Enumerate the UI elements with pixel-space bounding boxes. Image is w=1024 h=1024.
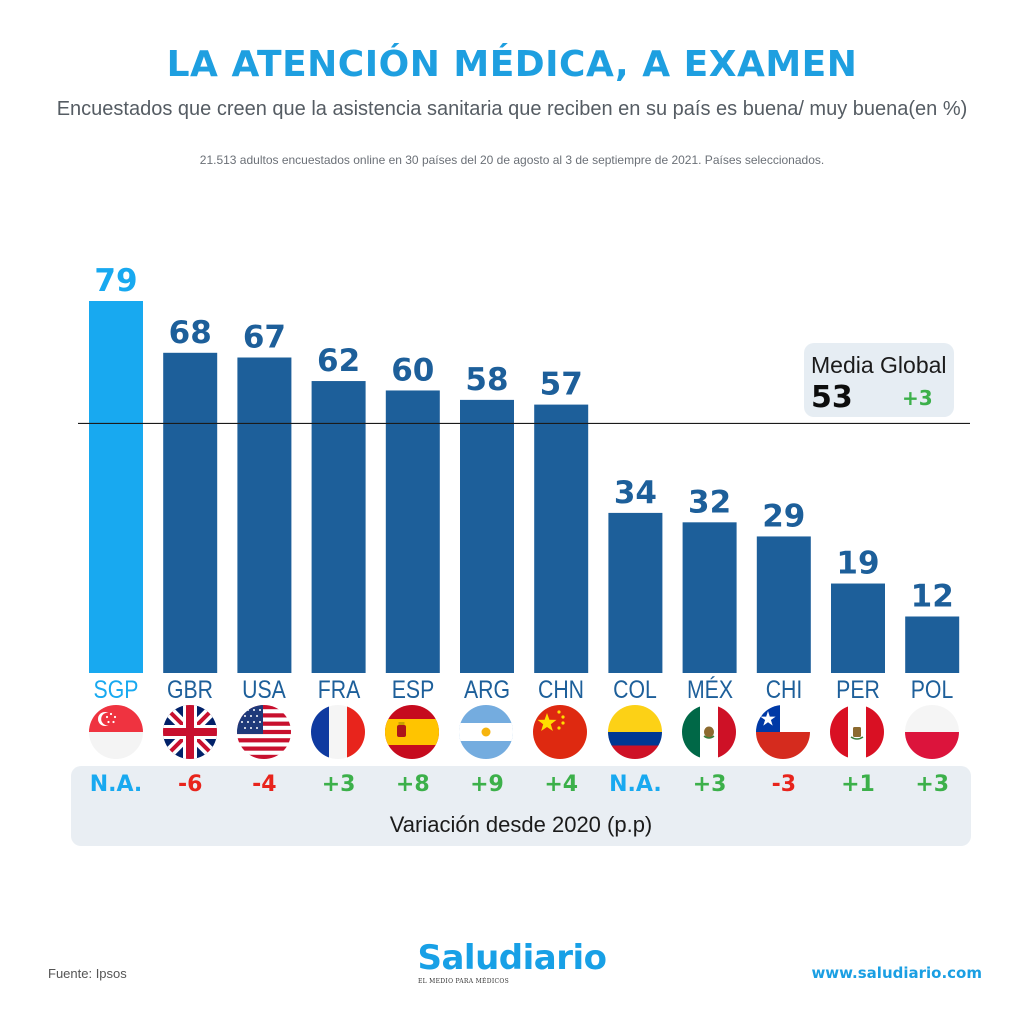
page-title: LA ATENCIÓN MÉDICA, A EXAMEN <box>166 44 858 85</box>
bar-PER <box>831 583 885 673</box>
category-label-MÉX: MÉX <box>686 676 733 704</box>
bar-CHN <box>534 404 589 673</box>
survey-note: 21.513 adultos encuestados online en 30 … <box>199 153 825 167</box>
value-label-FRA: 62 <box>317 343 360 379</box>
variation-value-POL: +3 <box>915 772 950 797</box>
value-label-ESP: 60 <box>391 352 434 388</box>
category-label-SGP: SGP <box>93 676 139 704</box>
poland-flag-icon <box>905 705 959 759</box>
media-global-value: 53 <box>811 380 853 415</box>
bar-COL <box>608 512 663 673</box>
category-label-PER: PER <box>836 676 880 704</box>
bar-CHI <box>756 536 811 673</box>
bar-ARG <box>460 399 514 673</box>
uk-flag-icon <box>163 705 217 759</box>
category-label-CHN: CHN <box>538 676 585 704</box>
peru-flag-icon <box>830 705 884 759</box>
value-label-COL: 34 <box>614 475 657 511</box>
variation-value-ARG: +9 <box>470 772 504 797</box>
category-label-GBR: GBR <box>167 676 214 704</box>
variation-value-CHI: -3 <box>771 772 797 797</box>
bar-USA <box>237 357 292 673</box>
argentina-flag-icon <box>459 705 513 759</box>
source-note: Fuente: Ipsos <box>48 966 127 981</box>
bar-ESP <box>385 390 440 673</box>
value-label-USA: 67 <box>243 320 286 356</box>
variation-value-PER: +1 <box>841 772 875 797</box>
category-label-POL: POL <box>910 676 954 704</box>
variation-value-ESP: +8 <box>395 772 430 797</box>
brand-tagline: EL MEDIO PARA MÉDICOS <box>418 978 510 985</box>
usa-flag-icon <box>237 705 291 759</box>
variation-value-CHN: +4 <box>544 772 579 797</box>
chile-flag-icon <box>756 705 810 759</box>
value-label-GBR: 68 <box>169 315 212 351</box>
bar-SGP <box>89 301 143 673</box>
category-label-ARG: ARG <box>463 676 511 704</box>
category-label-COL: COL <box>613 676 658 704</box>
bar-FRA <box>311 381 366 673</box>
variation-panel <box>71 766 971 846</box>
spain-flag-icon <box>385 705 439 759</box>
value-label-MÉX: 32 <box>688 484 731 520</box>
brand-logo: Saludiario <box>417 938 607 978</box>
media-global-box <box>804 343 954 417</box>
category-label-FRA: FRA <box>317 676 360 704</box>
variation-value-FRA: +3 <box>321 772 356 797</box>
france-flag-icon <box>311 705 365 759</box>
media-global-label: Media Global <box>811 352 947 378</box>
value-label-POL: 12 <box>911 578 954 614</box>
variation-caption: Variación desde 2020 (p.p) <box>389 812 653 837</box>
value-label-CHN: 57 <box>540 367 583 403</box>
website-link[interactable]: www.saludiario.com <box>811 964 982 982</box>
page-subtitle: Encuestados que creen que la asistencia … <box>56 98 968 120</box>
bar-chart: 79 68 67 62 60 58 57 34 32 29 19 12 <box>78 263 970 673</box>
variation-value-SGP: N.A. <box>89 772 143 797</box>
value-label-CHI: 29 <box>762 498 805 534</box>
bar-GBR <box>163 352 218 673</box>
variation-value-GBR: -6 <box>177 772 203 797</box>
category-label-ESP: ESP <box>391 676 435 704</box>
variation-value-MÉX: +3 <box>692 772 727 797</box>
colombia-flag-icon <box>608 705 662 759</box>
bar-POL <box>905 616 960 673</box>
value-label-ARG: 58 <box>465 362 508 398</box>
category-label-USA: USA <box>242 676 287 704</box>
value-label-PER: 19 <box>836 546 879 582</box>
bar-MÉX <box>682 522 737 673</box>
value-label-SGP: 79 <box>94 263 137 299</box>
china-flag-icon <box>533 705 587 759</box>
category-label-CHI: CHI <box>765 676 803 704</box>
mexico-flag-icon <box>682 705 736 759</box>
variation-value-COL: N.A. <box>609 772 662 797</box>
singapore-flag-icon <box>89 705 143 759</box>
variation-value-USA: -4 <box>252 772 277 797</box>
media-global-change: +3 <box>902 386 933 410</box>
